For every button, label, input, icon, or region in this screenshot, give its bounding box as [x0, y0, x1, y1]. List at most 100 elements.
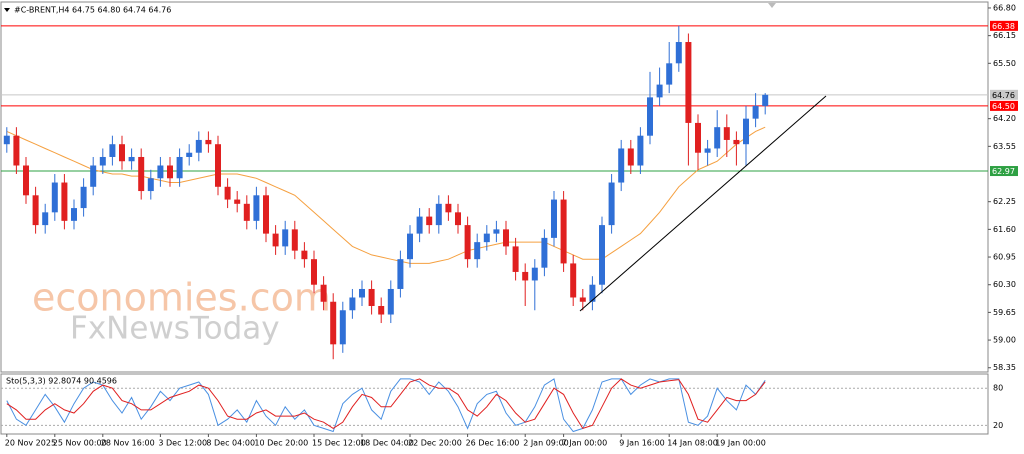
candle-body [253, 195, 260, 221]
y-tick-label: 60.95 [993, 253, 1016, 262]
x-tick-label: 26 Dec 16:00 [466, 439, 520, 448]
candle-body [311, 259, 317, 285]
candle-body [608, 182, 615, 226]
candle-body [733, 139, 740, 145]
candle-body [243, 203, 250, 221]
candle-body [119, 144, 125, 162]
candle-body [282, 229, 289, 247]
candle-body [695, 122, 701, 153]
y-tick-label: 20 [993, 421, 1003, 430]
candle-body [330, 301, 337, 345]
candle-body [589, 284, 596, 302]
candle-body [483, 233, 490, 243]
candle-body [157, 165, 164, 179]
candle-body [637, 135, 644, 166]
candle-body [378, 306, 385, 315]
candle-body [599, 225, 605, 285]
candle-body [455, 212, 461, 226]
watermark: FxNewsToday [70, 311, 280, 347]
candle-body [445, 203, 452, 213]
candle-body [570, 263, 577, 298]
x-tick-label: 22 Dec 20:00 [408, 439, 462, 448]
stochastic-line [6, 378, 766, 433]
x-tick-label: 15 Dec 12:00 [312, 439, 366, 448]
candle-body [205, 139, 212, 145]
candle-body [195, 139, 202, 153]
candle-body [579, 297, 586, 302]
candle-body [23, 165, 29, 196]
candle-body [263, 195, 269, 234]
x-tick-label: 28 Nov 16:00 [101, 439, 155, 448]
y-tick-label: 80 [993, 384, 1003, 393]
candle-body [138, 156, 145, 192]
y-tick-label: 60.30 [993, 280, 1016, 289]
y-tick-label: 66.15 [993, 31, 1016, 40]
y-tick-label: 65.50 [993, 59, 1016, 68]
candle-body [234, 199, 241, 204]
x-tick-label: 3 Dec 12:00 [158, 439, 207, 448]
candle-body [13, 135, 20, 166]
candle-body [147, 178, 154, 192]
candle-body [541, 237, 548, 268]
candle-body [339, 310, 346, 345]
candle-body [675, 42, 682, 64]
price-label-box [990, 166, 1018, 177]
candle-body [51, 182, 58, 213]
candle-body [666, 63, 673, 85]
stoch-pane [0, 373, 989, 435]
candle-body [349, 297, 356, 311]
watermark: economies.com [32, 276, 331, 320]
y-tick-label: 64.20 [993, 114, 1016, 123]
chart-title: #C-BRENT,H4 64.75 64.80 64.74 64.76 [14, 6, 171, 15]
x-tick-label: 9 Jan 16:00 [619, 439, 665, 448]
candle-body [618, 148, 625, 183]
candle-body [627, 148, 634, 166]
candle-body [407, 233, 413, 260]
price-label-box [990, 100, 1018, 111]
price-label-box [990, 20, 1018, 31]
candle-body [464, 225, 471, 260]
candle-body [387, 288, 394, 315]
candle-body [32, 195, 39, 226]
candle-body [762, 94, 769, 106]
candle-body [320, 284, 327, 302]
candle-body [167, 165, 173, 179]
price-label: 66.38 [992, 22, 1015, 31]
candle-body [426, 216, 433, 226]
price-label: 64.76 [992, 91, 1015, 100]
stochastic-line [6, 378, 766, 429]
candle-body [685, 42, 692, 123]
candle-body [723, 127, 730, 140]
candle-body [291, 229, 298, 251]
main-pane [0, 1, 989, 373]
x-tick-label: 18 Dec 04:00 [360, 439, 414, 448]
candle-body [656, 84, 663, 98]
candle-body [128, 156, 135, 162]
candle-body [109, 144, 116, 157]
candle-body [99, 156, 106, 166]
x-tick-label: 2 Jan 09:00 [523, 439, 569, 448]
candle-body [647, 97, 653, 136]
x-tick-label: 10 Dec 20:00 [254, 439, 308, 448]
candle-body [215, 144, 221, 187]
candle-body [368, 288, 375, 307]
menu-arrow [4, 8, 10, 12]
price-label-box [990, 89, 1018, 100]
x-tick-label: 25 Nov 00:00 [53, 439, 107, 448]
x-tick-label: 14 Jan 08:00 [667, 439, 718, 448]
candle-body [272, 233, 279, 247]
x-tick-label: 8 Dec 04:00 [206, 439, 255, 448]
indicator-title: Sto(5,3,3) 92.8074 90.4596 [6, 377, 117, 386]
candle-body [359, 288, 365, 298]
candle-body [522, 271, 529, 281]
candle-body [186, 152, 193, 157]
x-tick-label: 19 Jan 00:00 [715, 439, 766, 448]
plot-layer: 66.80 66.15 65.50 64.20 63.55 62.25 61.60 60.95… [1, 3, 1018, 448]
candle-body [435, 203, 442, 226]
candle-body [416, 216, 423, 234]
candle-body [752, 105, 759, 119]
shift-marker [768, 3, 776, 8]
candle-body [743, 118, 749, 145]
